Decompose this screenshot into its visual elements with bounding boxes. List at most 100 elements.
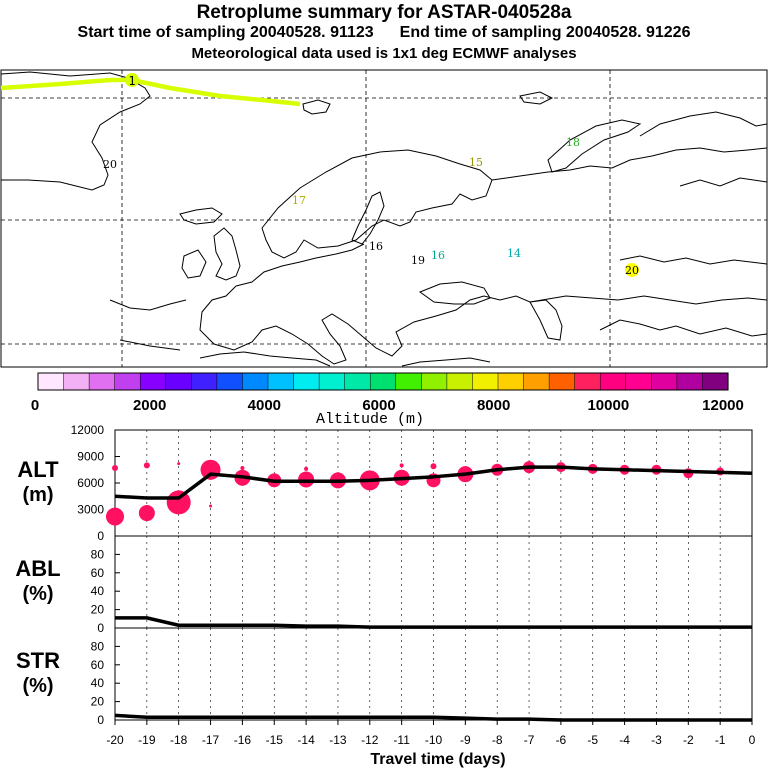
x-tick-label: -8 xyxy=(492,733,503,747)
colorbar-cell xyxy=(574,372,601,391)
x-tick-label: -2 xyxy=(683,733,694,747)
y-tick-label: 0 xyxy=(97,713,104,727)
colorbar-tick-label: 8000 xyxy=(477,397,510,414)
altitude-marker xyxy=(240,465,245,470)
altitude-marker xyxy=(304,466,309,471)
y-axis-label-line1: STR xyxy=(16,648,60,673)
map-frame xyxy=(0,69,768,368)
colorbar-cell xyxy=(293,372,320,391)
x-tick-label: -15 xyxy=(266,733,284,747)
colorbar-cell xyxy=(191,372,218,391)
x-tick-label: -1 xyxy=(715,733,726,747)
x-tick-label: -20 xyxy=(106,733,124,747)
altitude-marker xyxy=(399,463,404,468)
y-tick-label: 60 xyxy=(91,658,105,672)
y-tick-label: 9000 xyxy=(77,450,104,464)
altitude-marker xyxy=(166,490,191,515)
map-day-label: 20 xyxy=(625,264,639,277)
x-tick-label: -9 xyxy=(460,733,471,747)
panel-alt: 12000 9000 6000 3000 0 ALT(m) xyxy=(17,423,753,543)
y-tick-label: 80 xyxy=(91,639,105,653)
y-tick-label: 60 xyxy=(91,566,105,580)
x-tick-label: -3 xyxy=(651,733,662,747)
sampling-times: Start time of sampling 20040528. 91123 En… xyxy=(0,24,768,42)
x-tick-label: -6 xyxy=(556,733,567,747)
colorbar-label: Altitude (m) xyxy=(316,411,424,428)
colorbar-tick-label: 6000 xyxy=(362,397,395,414)
colorbar-cell xyxy=(625,372,652,391)
series-line-str xyxy=(114,713,752,722)
colorbar-cell xyxy=(651,372,678,391)
coastlines xyxy=(0,71,768,367)
colorbar-cell xyxy=(63,372,90,391)
y-tick-label: 40 xyxy=(91,584,105,598)
y-axis-label-line1: ABL xyxy=(15,556,60,581)
end-time-label: End time of sampling 20040528. 91226 xyxy=(399,24,691,41)
x-tick-label: -4 xyxy=(619,733,630,747)
y-tick-label: 20 xyxy=(91,603,105,617)
colorbar-cell xyxy=(344,372,371,391)
x-axis-label: Travel time (days) xyxy=(370,751,505,768)
colorbar-cell xyxy=(446,372,473,391)
colorbar-cell xyxy=(523,372,550,391)
panel-str: 80 60 40 20 0 STR(%) xyxy=(16,627,753,727)
plume-track-line xyxy=(0,77,301,107)
y-axis-label-line2: (%) xyxy=(22,675,53,697)
x-tick-label: -19 xyxy=(138,733,156,747)
y-tick-label: 3000 xyxy=(77,503,104,517)
colorbar-cells xyxy=(37,372,729,391)
y-tick-label: 0 xyxy=(97,529,104,543)
chart-title: Retroplume summary for ASTAR-040528a xyxy=(196,2,572,23)
x-tick-label: -12 xyxy=(361,733,379,747)
met-data-label: Meteorological data used is 1x1 deg ECMW… xyxy=(191,45,577,62)
x-tick-label: -7 xyxy=(524,733,535,747)
colorbar-tick-label: 0 xyxy=(31,397,39,414)
map-graticule xyxy=(1,70,767,367)
colorbar-tick-label: 10000 xyxy=(587,397,629,414)
x-tick-label: -5 xyxy=(587,733,598,747)
colorbar-tick-label: 4000 xyxy=(248,397,281,414)
altitude-marker xyxy=(209,504,213,508)
y-tick-label: 20 xyxy=(91,695,105,709)
y-axis-label-line1: ALT xyxy=(17,457,59,482)
map-day-label: 17 xyxy=(292,194,306,207)
colorbar-cell xyxy=(88,372,116,391)
colorbar-tick-labels: 0 2000 4000 6000 8000 10000 12000 xyxy=(31,397,744,414)
colorbar-cell xyxy=(548,372,576,391)
x-tick-label: -10 xyxy=(425,733,443,747)
altitude-marker xyxy=(430,463,437,470)
start-time-label: Start time of sampling 20040528. 91123 xyxy=(77,24,374,41)
colorbar-cell xyxy=(702,372,729,391)
plume-track: 1 xyxy=(0,73,301,107)
colorbar-cell xyxy=(599,372,627,391)
x-tick-label: -11 xyxy=(393,733,410,747)
colorbar-cell xyxy=(395,372,422,391)
colorbar-frame xyxy=(37,372,729,391)
time-series-panels: 120009000600030000ALT(m)806040200ABL(%)8… xyxy=(15,423,753,727)
colorbar: 0 2000 4000 6000 8000 10000 12000 Altitude (m) xyxy=(31,372,744,428)
y-tick-label: 6000 xyxy=(77,476,104,490)
day-label-highlight xyxy=(625,263,639,277)
colorbar-cell xyxy=(369,372,397,391)
series-line-abl xyxy=(115,616,752,629)
colorbar-cell xyxy=(37,372,65,391)
y-tick-label: 0 xyxy=(97,621,104,635)
colorbar-cell xyxy=(114,372,141,391)
x-tick-label: 0 xyxy=(749,733,756,747)
colorbar-tick-label: 2000 xyxy=(133,397,166,414)
altitude-marker xyxy=(298,471,315,488)
altitude-marker xyxy=(112,464,118,471)
map-day-label: 16 xyxy=(369,240,383,253)
x-tick-label: -14 xyxy=(297,733,315,747)
panel-abl: 80 60 40 20 0 ABL(%) xyxy=(15,535,753,635)
x-tick-labels: -20 -19 -18 -17 -16 -15 -14 -13 -12 -11 -10 -9 -8 -7-… xyxy=(106,720,756,747)
series-line-alt xyxy=(114,465,753,500)
map-day-labels: 20 18 15 17 16 19 16 14 20 xyxy=(103,136,639,277)
colorbar-cell xyxy=(165,372,192,391)
y-tick-label: 40 xyxy=(91,676,105,690)
colorbar-tick-label: 12000 xyxy=(702,397,744,414)
altitude-marker xyxy=(138,505,155,522)
altitude-marker xyxy=(106,507,124,526)
map-day-label: 14 xyxy=(507,247,521,260)
